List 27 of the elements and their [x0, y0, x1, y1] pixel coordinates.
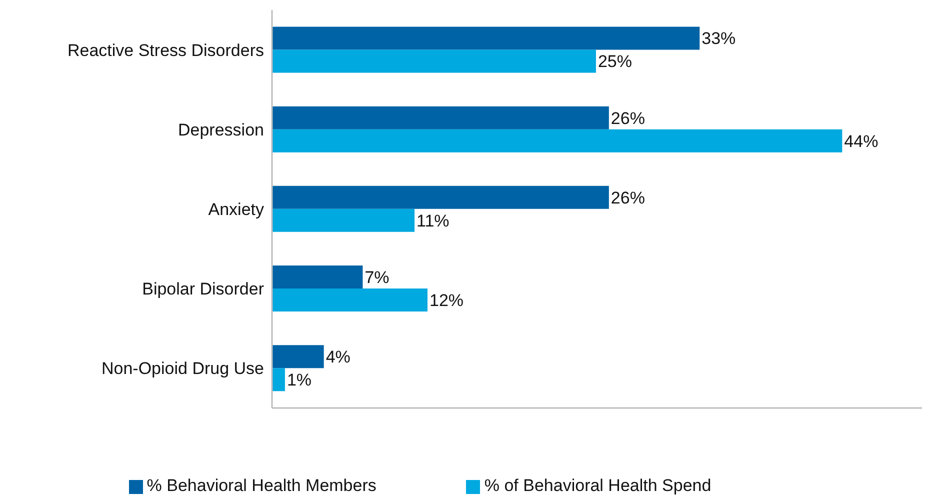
bar [272, 129, 842, 152]
bar [272, 26, 700, 50]
y-tick-label: Bipolar Disorder [142, 280, 264, 299]
y-tick-label: Non-Opioid Drug Use [101, 359, 264, 378]
data-label: 26% [610, 188, 645, 208]
bar [272, 50, 596, 73]
y-tick-label: Depression [178, 120, 264, 140]
y-tick-label: Reactive Stress Disorders [67, 40, 264, 60]
bar [272, 368, 285, 392]
data-label: 26% [610, 108, 645, 128]
bar [272, 345, 324, 368]
legend-label: % of Behavioral Health Spend [484, 476, 712, 495]
data-label: 44% [844, 132, 878, 151]
bar [272, 208, 415, 232]
data-label: 4% [326, 348, 350, 367]
data-label: 11% [416, 211, 450, 230]
legend-label: % Behavioral Health Members [146, 476, 376, 495]
y-tick-label: Anxiety [208, 200, 264, 220]
bar [272, 288, 428, 312]
data-label: 1% [286, 370, 312, 390]
data-label: 12% [430, 291, 464, 310]
bar [272, 106, 609, 130]
data-label: 33% [702, 29, 736, 48]
bar [272, 266, 363, 289]
data-label: 25% [598, 52, 632, 72]
bar [272, 186, 609, 209]
data-label: 7% [364, 268, 390, 288]
